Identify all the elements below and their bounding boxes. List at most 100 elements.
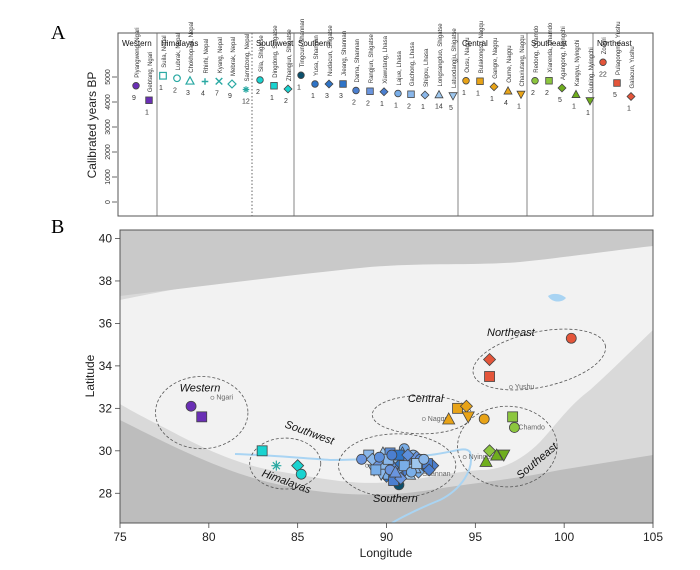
site-count: 5 — [449, 105, 453, 112]
site-label: Lajue, Lhasa — [397, 50, 403, 85]
map-site-marker — [482, 444, 497, 458]
site-marker — [145, 96, 153, 104]
x-axis-title: Longitude — [360, 546, 413, 560]
x-tick-label: 105 — [643, 530, 663, 544]
site-marker — [311, 80, 319, 88]
site-count: 1 — [517, 104, 521, 111]
map-site-marker — [256, 445, 268, 457]
site-count: 3 — [339, 93, 343, 100]
site-label: Lubrak, Nepal — [176, 33, 182, 70]
region-header: Western — [122, 39, 152, 48]
site-label: Kangyu, Nyingchi — [575, 40, 581, 87]
site-label: Zongri — [602, 37, 608, 54]
panel-letter-b: B — [51, 216, 64, 238]
site-marker — [448, 92, 458, 101]
site-count: 2 — [531, 90, 535, 97]
site-count: 7 — [215, 90, 219, 97]
site-marker — [599, 58, 607, 66]
y-tick-label: 3000 — [105, 119, 112, 135]
region-ellipse — [155, 376, 249, 450]
y-tick-label: 4000 — [105, 94, 112, 110]
site-label: Pulaqongma, Yushu — [616, 21, 622, 75]
site-label: Agangong, Nyingchi — [561, 26, 567, 80]
site-marker — [585, 97, 595, 106]
map-site-marker — [295, 468, 307, 480]
site-count: 4 — [504, 100, 508, 107]
map-site-marker — [507, 411, 519, 423]
plateau-relief — [120, 240, 653, 483]
site-marker — [256, 76, 264, 84]
site-marker — [557, 83, 567, 93]
map-site-marker — [388, 465, 403, 478]
region-ellipse — [472, 328, 606, 391]
site-label: Kyang, Nepal — [218, 37, 224, 73]
map-site-marker — [482, 352, 497, 367]
site-marker — [159, 71, 167, 80]
site-count: 1 — [462, 90, 466, 97]
map-site-marker — [422, 463, 436, 477]
site-marker — [626, 91, 636, 102]
y-axis-title: Calibrated years BP — [85, 72, 99, 179]
lake — [548, 293, 566, 302]
region-ellipse — [338, 433, 457, 498]
region-label: Western — [180, 382, 221, 394]
site-label: Chokhopani, Nepal — [189, 22, 195, 73]
map-site-marker — [401, 448, 415, 462]
city-dot — [421, 417, 426, 421]
site-marker — [227, 79, 237, 89]
site-label: Piyangweng, Ngari — [135, 27, 141, 77]
site-label: Rangjun, Shigatse — [369, 34, 375, 84]
site-marker — [420, 90, 430, 100]
site-count: 12 — [242, 99, 250, 106]
site-marker — [434, 89, 444, 99]
site-marker — [352, 86, 360, 95]
y-tick-label-map: 34 — [99, 359, 113, 373]
river — [234, 448, 472, 523]
site-count: 9 — [132, 95, 136, 102]
site-marker — [339, 80, 347, 88]
x-tick-label: 85 — [291, 530, 305, 544]
northern-basins — [120, 230, 653, 296]
site-marker — [173, 74, 181, 83]
map-site-marker — [373, 451, 385, 463]
region-label: Southern — [373, 493, 418, 505]
region-ellipse — [249, 437, 322, 490]
map-site-marker — [398, 460, 410, 472]
y-tick-label: 5000 — [105, 69, 112, 85]
x-tick-label: 100 — [554, 530, 574, 544]
site-count: 2 — [352, 100, 356, 107]
site-count: 1 — [270, 95, 274, 102]
site-marker — [516, 90, 526, 100]
site-count: 1 — [586, 110, 590, 117]
y-tick-label-map: 36 — [99, 316, 113, 330]
site-label: Gubing, Nyingchi — [589, 47, 595, 93]
y-tick-label: 1000 — [105, 169, 112, 185]
site-count: 1 — [476, 90, 480, 97]
map-site-marker — [271, 460, 282, 471]
site-label: Tingcun, Shannan — [300, 19, 306, 67]
site-label: Gachong, Lhasa — [410, 42, 416, 87]
site-marker — [545, 77, 553, 85]
site-label: Gangre, Nagqu — [493, 38, 499, 79]
city-label: Chamdo — [518, 424, 545, 431]
site-count: 5 — [558, 97, 562, 104]
site-label: Shigou, Lhasa — [424, 48, 430, 87]
site-markers-map — [185, 332, 577, 491]
site-count: 1 — [394, 103, 398, 110]
city-dot — [462, 455, 467, 460]
site-label: Mebrak, Nepal — [231, 37, 237, 76]
site-marker — [297, 71, 305, 79]
site-marker — [613, 79, 621, 87]
y-tick-label: 2000 — [105, 144, 112, 160]
site-marker — [489, 82, 499, 92]
site-count: 14 — [435, 104, 443, 111]
map-site-marker — [442, 412, 456, 425]
site-count: 2 — [173, 87, 177, 94]
site-label: Oume, Nagqu — [507, 45, 513, 82]
site-marker — [132, 82, 140, 90]
region-label: Central — [408, 393, 444, 405]
map-site-marker — [565, 332, 577, 344]
site-marker — [270, 82, 278, 90]
site-count: 1 — [145, 109, 149, 116]
